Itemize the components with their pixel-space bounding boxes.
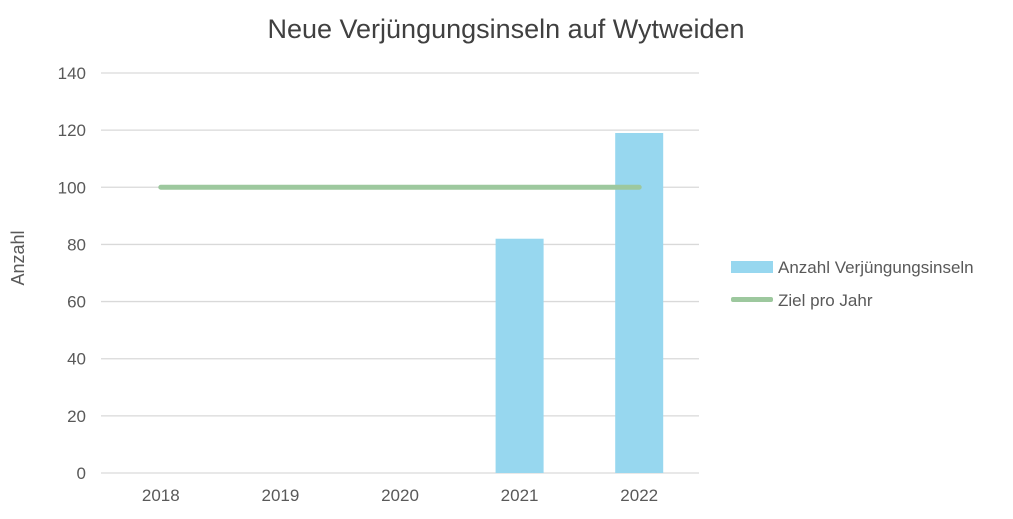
legend-swatch-bar (731, 261, 773, 273)
y-axis-label: Anzahl (8, 230, 28, 285)
y-tick-label: 20 (67, 407, 86, 426)
y-tick-label: 140 (58, 64, 86, 83)
gridlines (101, 72, 699, 474)
y-axis-ticks: 0 20 40 60 80 100 120 140 (58, 64, 86, 483)
bar-2022 (615, 133, 664, 473)
y-tick-label: 60 (67, 293, 86, 312)
x-tick-label: 2020 (381, 486, 419, 505)
y-tick-label: 100 (58, 178, 86, 197)
y-tick-label: 120 (58, 121, 86, 140)
x-tick-label: 2019 (261, 486, 299, 505)
chart-title: Neue Verjüngungsinseln auf Wytweiden (267, 14, 744, 44)
bar-2021 (495, 238, 544, 473)
x-tick-label: 2022 (620, 486, 658, 505)
legend: Anzahl Verjüngungsinseln Ziel pro Jahr (731, 258, 974, 310)
legend-swatch-line (731, 297, 773, 302)
bar-series (495, 133, 664, 473)
legend-label-line: Ziel pro Jahr (778, 291, 873, 310)
legend-label-bar: Anzahl Verjüngungsinseln (778, 258, 974, 277)
x-tick-label: 2018 (142, 486, 180, 505)
x-tick-label: 2021 (501, 486, 539, 505)
y-tick-label: 80 (67, 235, 86, 254)
y-tick-label: 40 (67, 350, 86, 369)
y-tick-label: 0 (77, 464, 86, 483)
x-axis-ticks: 2018 2019 2020 2021 2022 (142, 486, 658, 505)
